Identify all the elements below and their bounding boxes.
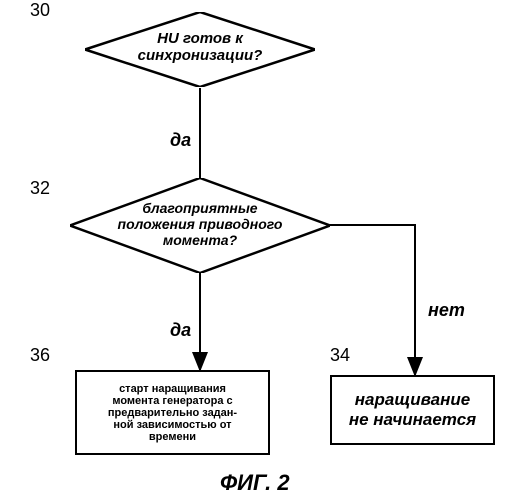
flowchart-connectors (0, 0, 516, 500)
decision-30-text: HU готов ксинхронизации? (110, 30, 290, 64)
decision-32-text: благоприятныеположения приводногомомента… (90, 200, 310, 248)
edge-32-34 (330, 225, 415, 375)
